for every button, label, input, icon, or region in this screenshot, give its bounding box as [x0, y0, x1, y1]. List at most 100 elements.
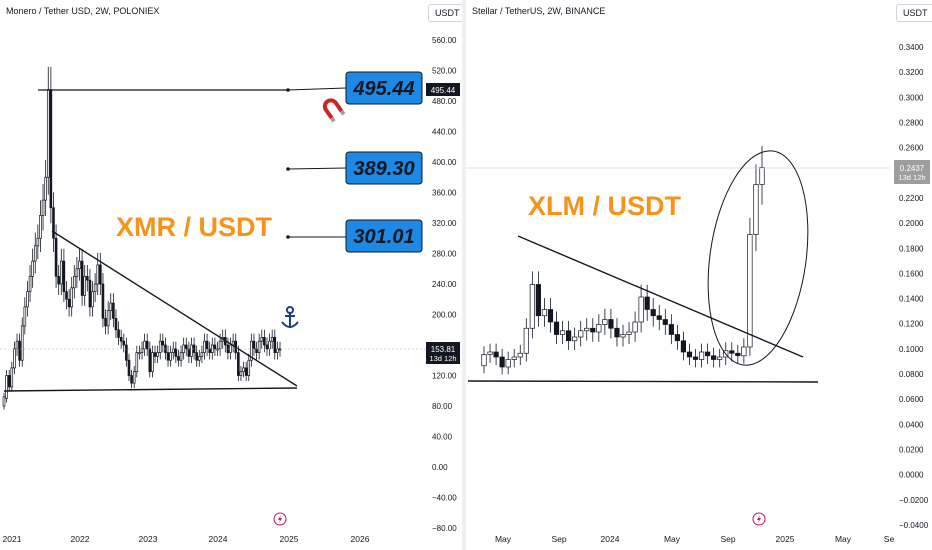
y-tick-label: 40.00: [432, 433, 453, 442]
chart-header: Stellar / TetherUS, 2W, BINANCE: [472, 6, 606, 16]
descending-trendline: [51, 230, 298, 387]
candle-body: [717, 356, 723, 360]
y-tick-label: 0.00: [432, 463, 448, 472]
candle-body: [158, 340, 162, 353]
candle-body: [626, 331, 632, 335]
candle-body: [54, 237, 58, 277]
candle-body: [187, 348, 191, 357]
lightning-icon[interactable]: [273, 512, 287, 526]
y-tick-label: 440.00: [432, 128, 457, 137]
candle-body: [52, 207, 55, 239]
candle-body: [171, 348, 175, 353]
candle-body: [59, 260, 63, 285]
y-tick-label: 120.00: [432, 372, 457, 381]
candle-body: [130, 375, 133, 384]
candle-body: [205, 340, 209, 350]
candle-body: [23, 306, 27, 327]
candle-body: [73, 276, 76, 289]
countdown-label: 13d 12h: [429, 354, 456, 363]
candle-body: [578, 330, 584, 338]
y-tick-label: 0.1400: [899, 295, 924, 304]
y-tick-label: 0.3000: [899, 93, 924, 102]
xmr-chart-panel: Monero / Tether USD, 2W, POLONIEX USDT 5…: [0, 0, 467, 550]
x-tick-label: May: [835, 534, 852, 544]
y-tick-label: 0.1800: [899, 244, 924, 253]
candle-body: [18, 340, 21, 361]
candle-body: [177, 356, 180, 361]
candle-body: [668, 324, 674, 335]
candle-body: [729, 350, 735, 354]
candle-body: [505, 359, 511, 368]
chart-header: Monero / Tether USD, 2W, POLONIEX: [6, 6, 160, 16]
chart-title-annotation: XLM / USDT: [528, 191, 682, 221]
panel-divider[interactable]: [462, 0, 466, 550]
y-tick-label: −0.0200: [899, 496, 929, 505]
candle-body: [145, 340, 149, 350]
y-tick-label: 520.00: [432, 67, 457, 76]
x-tick-label: Se: [884, 534, 895, 544]
candle-body: [711, 355, 717, 360]
candle-body: [114, 317, 118, 331]
candle-body: [753, 184, 759, 235]
x-tick-label: 2024: [601, 534, 620, 544]
candle-body: [692, 356, 699, 360]
candle-body: [28, 276, 32, 292]
candle-body: [203, 340, 206, 353]
candle-body: [499, 356, 505, 368]
candle-body: [244, 367, 248, 376]
candle-body: [608, 319, 614, 329]
y-tick-label: 280.00: [432, 250, 457, 259]
candle-body: [493, 351, 499, 358]
currency-button[interactable]: USDT: [896, 4, 932, 22]
candle-body: [705, 351, 711, 357]
candle-body: [31, 260, 34, 277]
last-price-label: 0.2437: [900, 164, 925, 173]
candle-body: [276, 348, 279, 353]
candle-body: [78, 260, 81, 270]
candle-body: [566, 330, 572, 342]
candle-body: [62, 260, 66, 292]
candle-body: [644, 296, 650, 310]
candle-body: [15, 340, 19, 350]
candle-body: [112, 302, 115, 319]
candle-body: [252, 340, 256, 350]
y-tick-label: 0.0800: [899, 370, 924, 379]
candle-body: [257, 340, 261, 353]
x-tick-label: Sep: [720, 534, 735, 544]
candle-body: [511, 356, 517, 360]
candle-body: [674, 334, 680, 342]
candle-body: [247, 359, 251, 376]
candle-body: [156, 352, 159, 357]
candle-body: [759, 167, 765, 185]
candle-body: [638, 296, 644, 323]
candle-body: [218, 340, 222, 350]
candle-body: [541, 309, 548, 317]
support-line: [3, 387, 298, 392]
candle-body: [46, 89, 50, 178]
descending-trendline: [517, 235, 804, 358]
candle-body: [151, 352, 154, 373]
target-value-2: 389.30: [353, 158, 414, 180]
candle-body: [101, 283, 105, 319]
candle-body: [747, 234, 753, 348]
candle-body: [270, 337, 274, 342]
candle-body: [260, 337, 264, 342]
lightning-icon[interactable]: [752, 512, 766, 526]
candle-body: [2, 396, 6, 407]
candle-body: [153, 352, 157, 357]
candle-body: [122, 340, 126, 346]
candle-body: [109, 302, 113, 312]
support-line: [467, 380, 819, 383]
candle-body: [481, 354, 487, 367]
candle-body: [5, 375, 8, 399]
y-tick-label: 0.1600: [899, 269, 924, 278]
candle-body: [96, 264, 100, 285]
candle-body: [662, 319, 668, 325]
y-tick-label: 0.2600: [899, 144, 924, 153]
y-tick-label: 80.00: [432, 402, 453, 411]
y-tick-label: 0.0400: [899, 420, 924, 429]
candle-body: [33, 245, 37, 262]
candle-body: [735, 352, 741, 357]
candle-body: [239, 371, 243, 376]
y-tick-label: 400.00: [432, 158, 457, 167]
